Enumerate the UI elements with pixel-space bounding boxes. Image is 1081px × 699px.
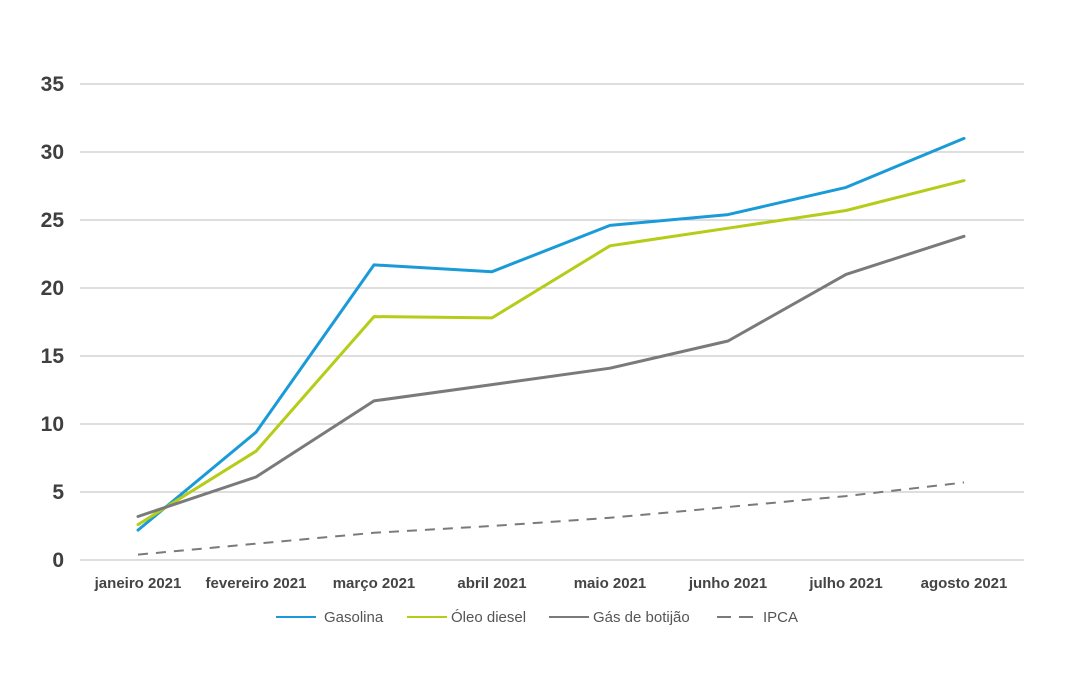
series-lines: [136, 136, 966, 556]
y-tick-label: 0: [52, 549, 64, 572]
y-axis-ticks: 0 5 10 15 20 25 30 35: [41, 73, 65, 572]
gridlines: [80, 83, 1024, 561]
y-tick-label: 35: [41, 73, 65, 96]
x-tick-label: agosto 2021: [921, 575, 1008, 592]
series-line-3: [137, 481, 965, 556]
series-line-2: [136, 234, 966, 518]
legend-label: Gás de botijão: [593, 609, 690, 626]
x-tick-label: maio 2021: [574, 575, 647, 592]
legend-label: Óleo diesel: [451, 609, 526, 626]
legend: Gasolina Óleo diesel Gás de botijão IPCA: [276, 609, 798, 626]
y-tick-label: 30: [41, 141, 64, 164]
series-line-0: [136, 136, 966, 532]
legend-label: Gasolina: [324, 609, 384, 626]
x-tick-label: junho 2021: [688, 575, 767, 592]
x-tick-label: julho 2021: [808, 575, 882, 592]
y-tick-label: 5: [52, 481, 64, 504]
y-tick-label: 10: [41, 413, 64, 436]
x-tick-label: fevereiro 2021: [206, 575, 307, 592]
series-line-1: [136, 179, 966, 527]
y-tick-label: 15: [41, 345, 65, 368]
x-tick-label: abril 2021: [457, 575, 526, 592]
y-tick-label: 25: [41, 209, 65, 232]
x-tick-label: janeiro 2021: [94, 575, 182, 592]
y-tick-label: 20: [41, 277, 64, 300]
x-axis-ticks: janeiro 2021 fevereiro 2021 março 2021 abri…: [94, 575, 1008, 592]
x-tick-label: março 2021: [333, 575, 416, 592]
legend-label: IPCA: [763, 609, 798, 626]
